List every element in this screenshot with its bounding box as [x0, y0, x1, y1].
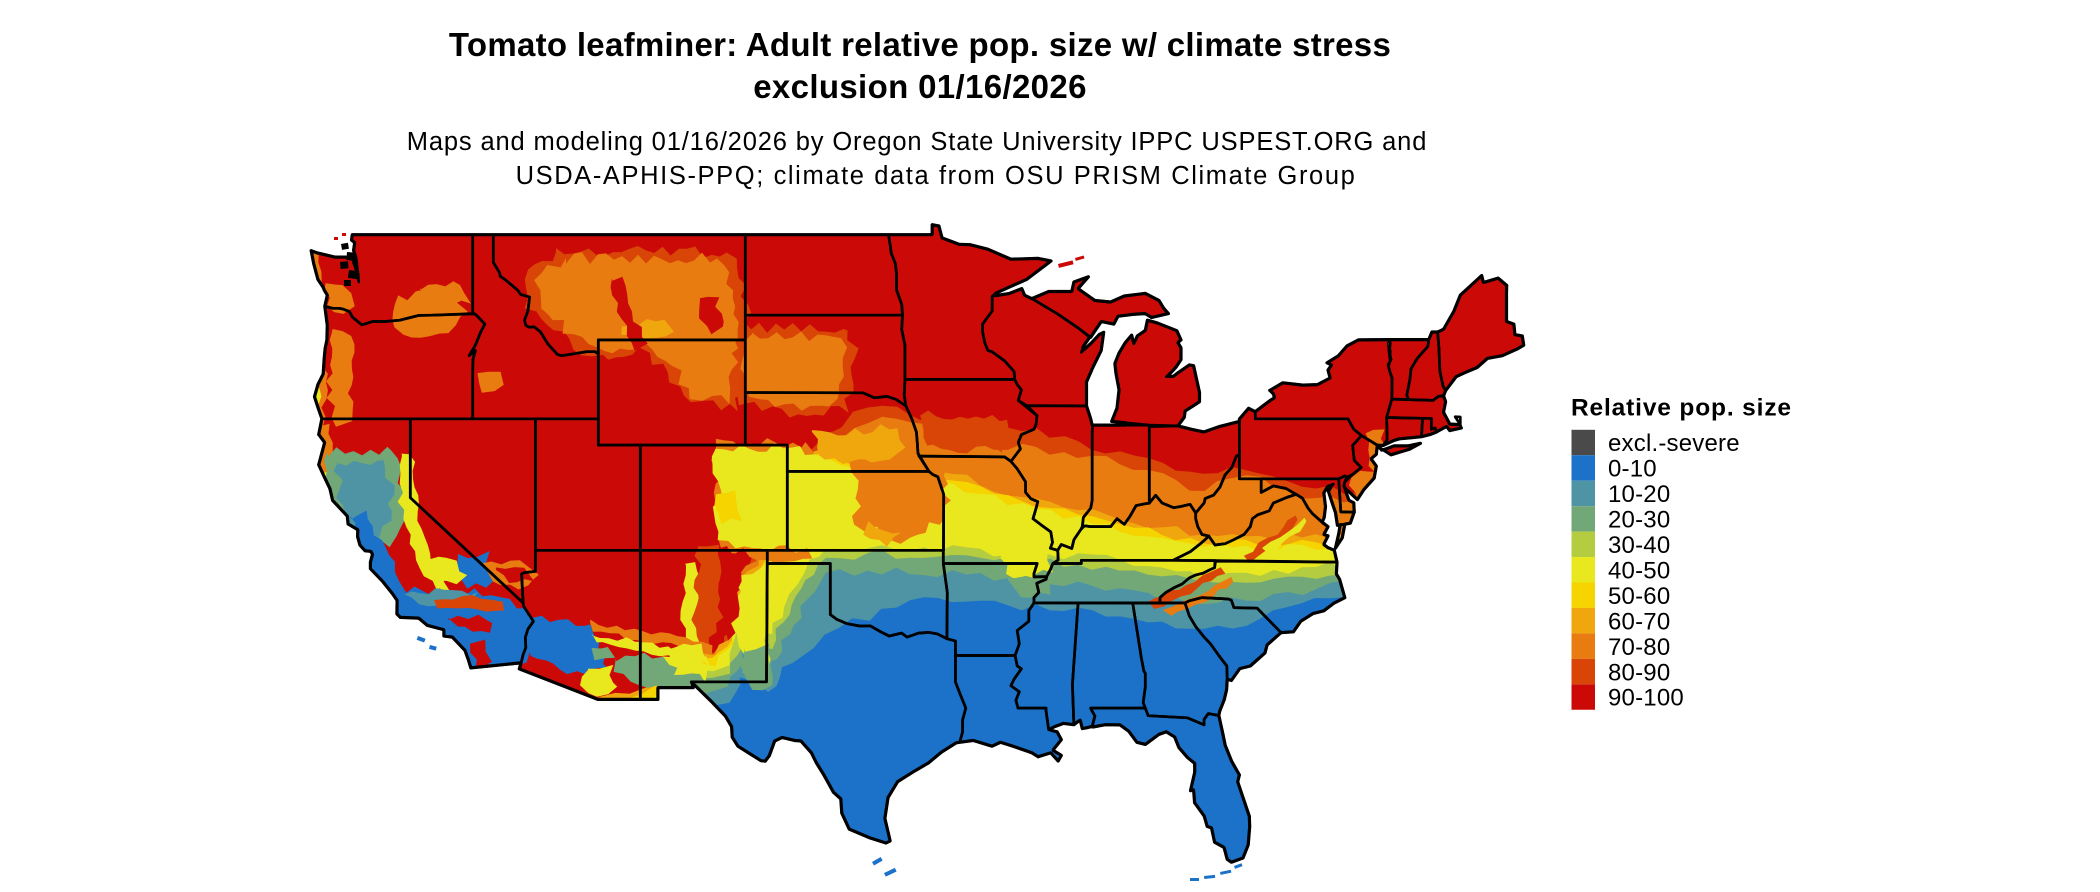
- svg-text:10-20: 10-20: [1608, 481, 1670, 508]
- svg-text:exclusion 01/16/2026: exclusion 01/16/2026: [753, 68, 1087, 105]
- svg-text:USDA-APHIS-PPQ; climate data f: USDA-APHIS-PPQ; climate data from OSU PR…: [516, 162, 1357, 190]
- svg-text:90-100: 90-100: [1608, 685, 1684, 712]
- svg-text:80-90: 80-90: [1608, 659, 1670, 686]
- svg-text:Tomato leafminer: Adult relati: Tomato leafminer: Adult relative pop. si…: [449, 26, 1391, 63]
- svg-text:70-80: 70-80: [1608, 634, 1670, 661]
- svg-text:excl.-severe: excl.-severe: [1608, 430, 1740, 457]
- svg-text:40-50: 40-50: [1608, 557, 1670, 584]
- svg-text:60-70: 60-70: [1608, 608, 1670, 635]
- svg-text:0-10: 0-10: [1608, 456, 1657, 483]
- svg-text:Relative pop. size: Relative pop. size: [1571, 395, 1792, 422]
- svg-text:50-60: 50-60: [1608, 583, 1670, 610]
- svg-text:30-40: 30-40: [1608, 532, 1670, 559]
- svg-text:Maps and modeling 01/16/2026 b: Maps and modeling 01/16/2026 by Oregon S…: [407, 128, 1428, 156]
- svg-text:20-30: 20-30: [1608, 507, 1670, 534]
